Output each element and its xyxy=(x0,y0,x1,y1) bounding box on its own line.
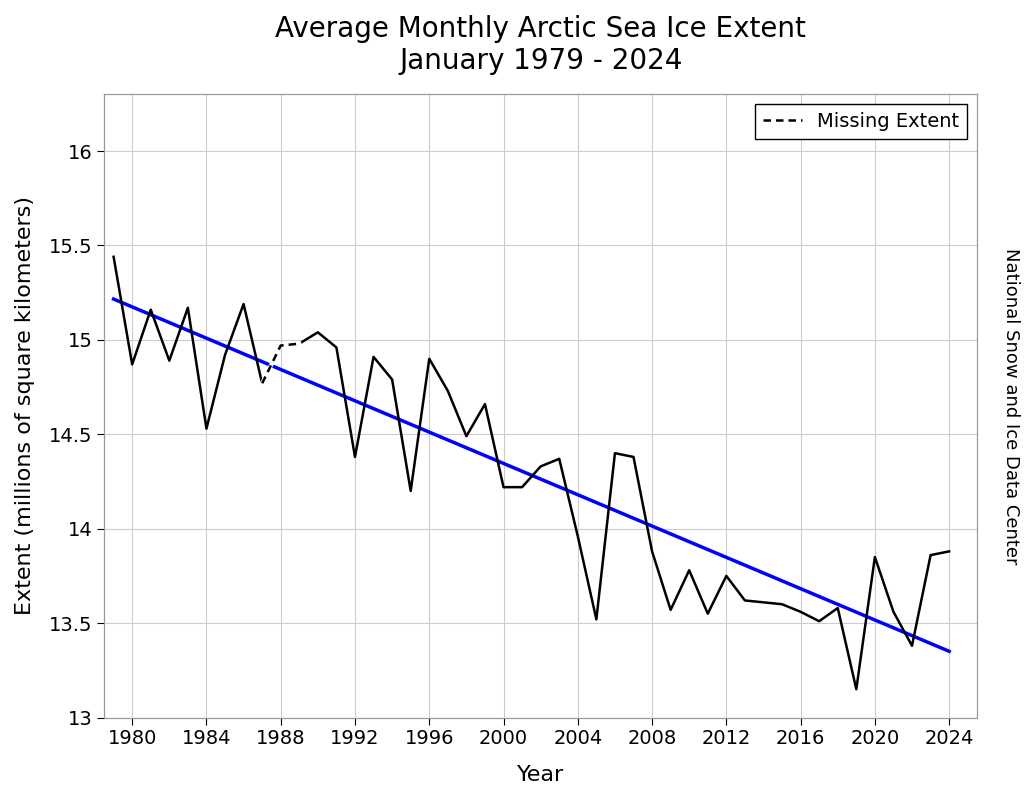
X-axis label: Year: Year xyxy=(518,765,564,785)
Title: Average Monthly Arctic Sea Ice Extent
January 1979 - 2024: Average Monthly Arctic Sea Ice Extent Ja… xyxy=(275,15,806,75)
Y-axis label: Extent (millions of square kilometers): Extent (millions of square kilometers) xyxy=(14,197,35,615)
Y-axis label: National Snow and Ice Data Center: National Snow and Ice Data Center xyxy=(1002,248,1021,564)
Legend: Missing Extent: Missing Extent xyxy=(756,104,968,138)
